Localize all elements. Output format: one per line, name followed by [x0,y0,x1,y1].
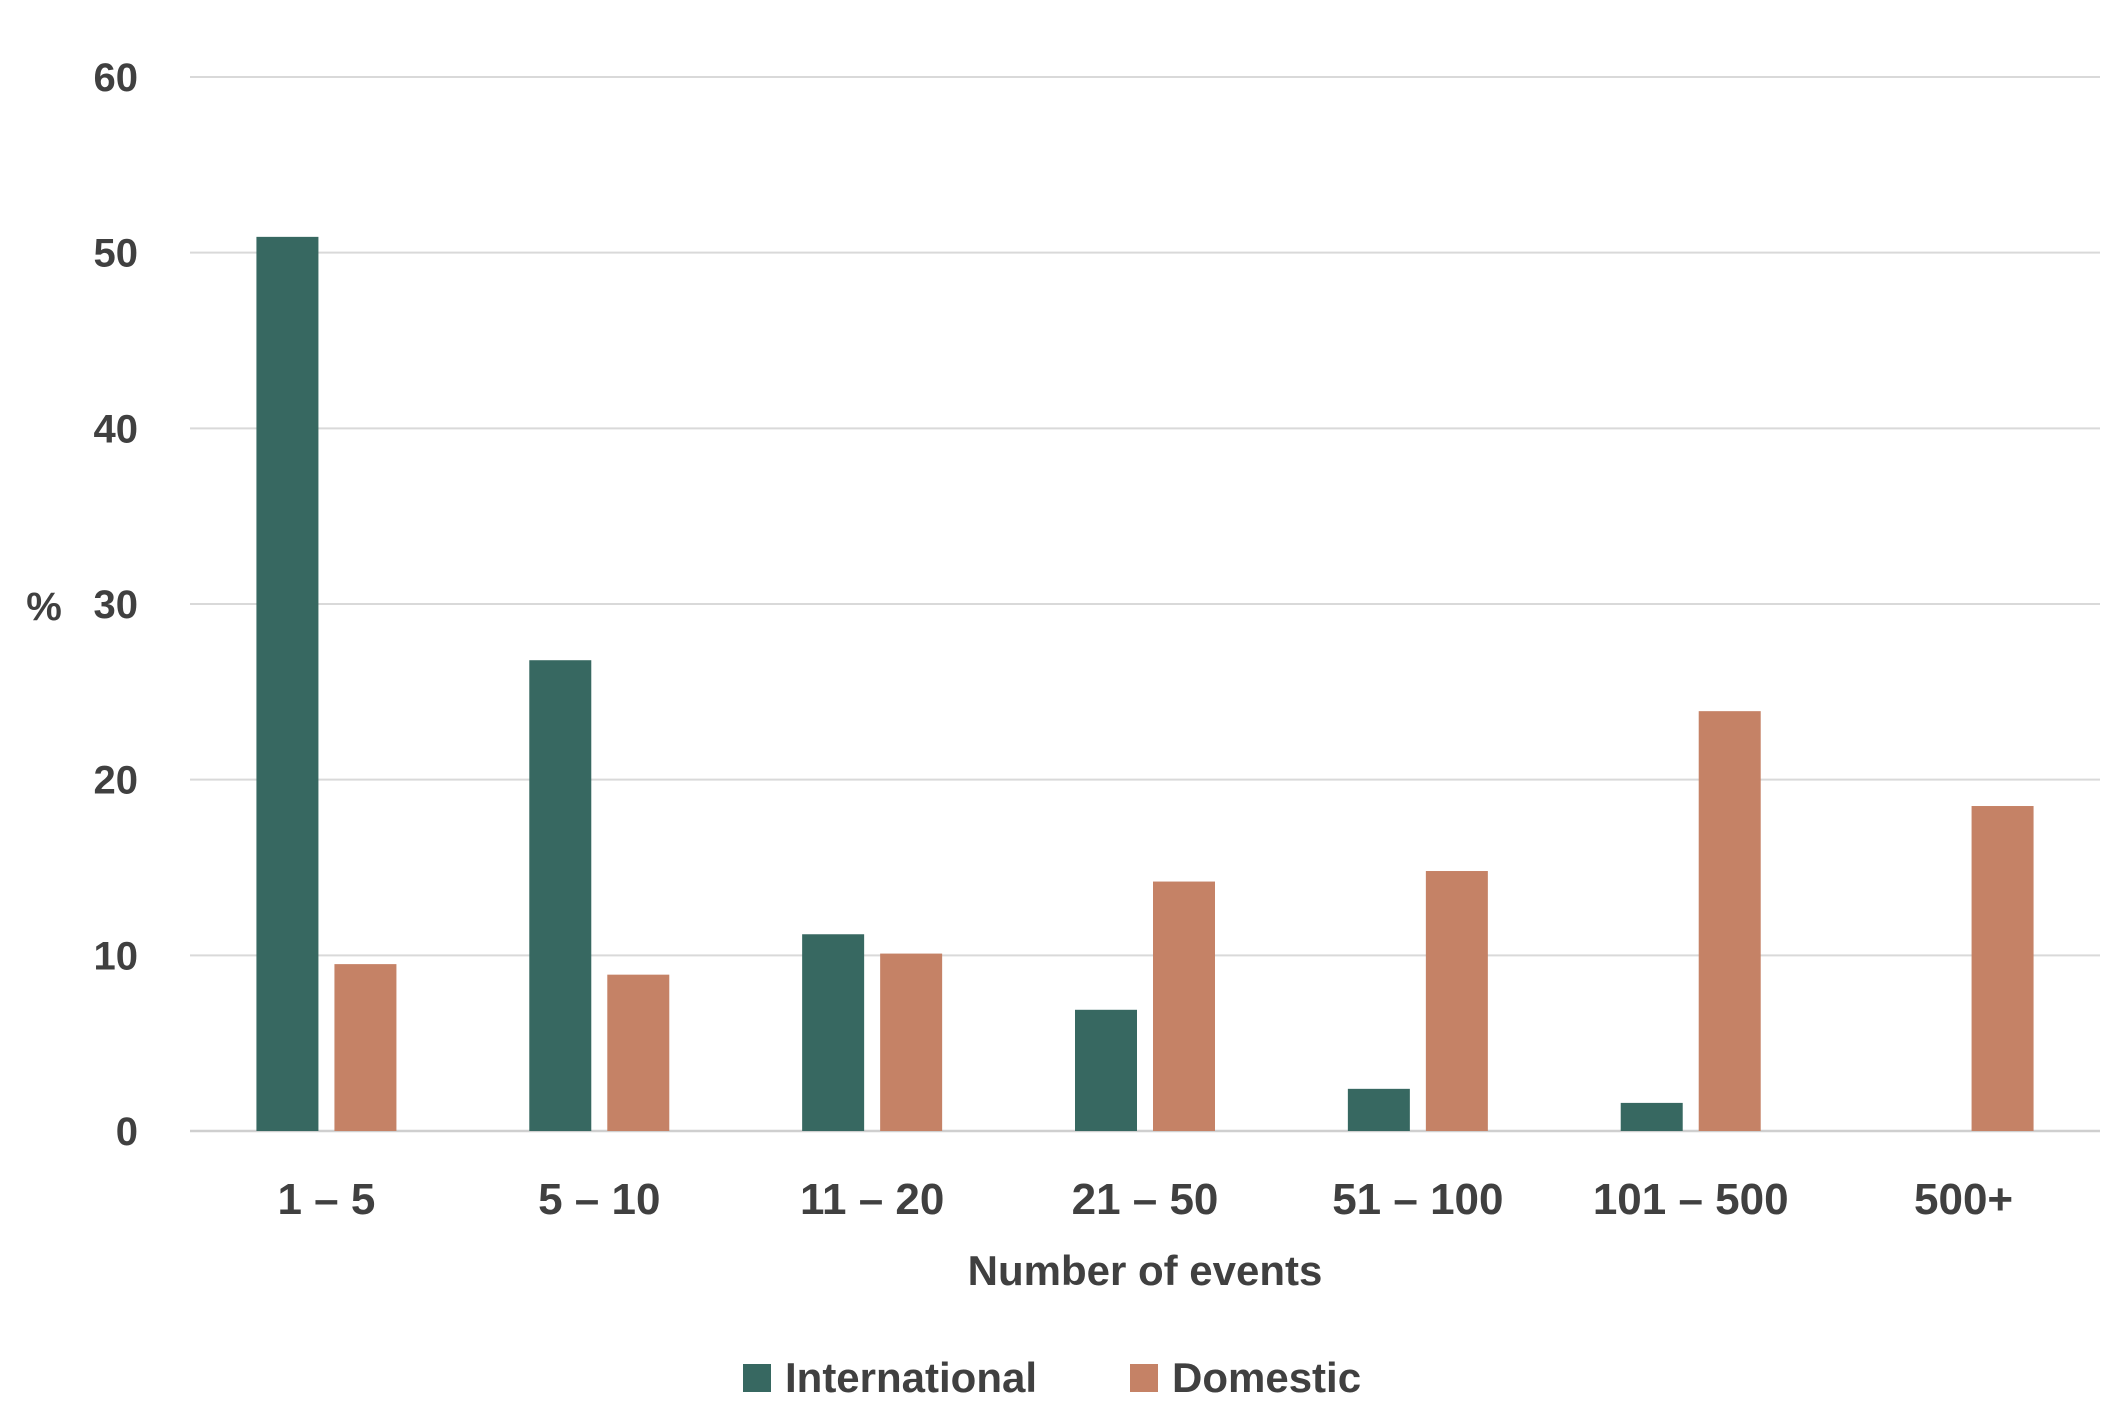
legend-label-international: International [785,1354,1037,1401]
y-tick-label: 60 [94,56,139,100]
legend-swatch-domestic [1130,1364,1158,1392]
bar-domestic-3 [1153,881,1215,1131]
x-tick-label: 11 – 20 [800,1175,944,1224]
x-axis-ticks: 1 – 5 5 – 10 11 – 20 21 – 50 51 – 100 101 – 5… [277,1175,2013,1224]
bar-domestic-5 [1698,711,1761,1131]
bar-domestic-1 [607,974,670,1131]
x-tick-label: 1 – 5 [277,1175,375,1224]
bar-international-3 [1075,1009,1137,1131]
bar-international-1 [529,660,592,1131]
y-tick-label: 10 [94,934,139,978]
y-tick-label: 40 [94,407,139,451]
bar-domestic-0 [334,964,397,1131]
legend: International Domestic [743,1354,1361,1401]
x-tick-label: 5 – 10 [538,1175,660,1224]
x-tick-label: 500+ [1914,1175,2013,1224]
bar-domestic-6 [1971,806,2034,1131]
y-tick-label: 0 [116,1110,138,1154]
bar-domestic-2 [880,953,943,1131]
y-axis-label: % [26,585,62,629]
gridlines [190,76,2100,1133]
x-axis-label: Number of events [968,1247,1323,1294]
legend-swatch-international [743,1364,771,1392]
bar-international-2 [802,934,865,1131]
bar-domestic-4 [1425,871,1488,1131]
bars [256,236,2034,1131]
y-tick-label: 20 [94,759,139,803]
y-tick-label: 30 [94,583,139,627]
x-tick-label: 101 – 500 [1593,1175,1789,1224]
x-tick-label: 51 – 100 [1332,1175,1503,1224]
x-tick-label: 21 – 50 [1072,1175,1219,1224]
legend-label-domestic: Domestic [1172,1354,1361,1401]
bar-international-4 [1347,1088,1410,1131]
bar-international-0 [256,236,319,1131]
y-axis-ticks: 0 10 20 30 40 50 60 [94,56,139,1154]
y-tick-label: 50 [94,232,139,276]
bar-international-5 [1620,1102,1683,1131]
